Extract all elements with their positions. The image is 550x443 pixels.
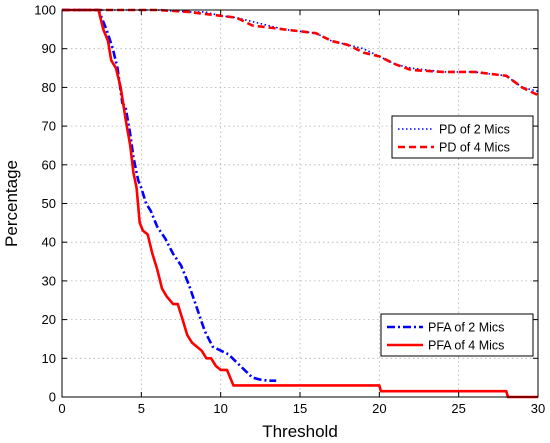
series-lines [62, 8, 539, 399]
y-tick-label: 10 [42, 351, 56, 366]
y-tick-label: 90 [42, 41, 56, 56]
legend-frame [380, 313, 534, 357]
x-axis-title: Threshold [262, 422, 338, 441]
y-tick-label: 30 [42, 273, 56, 288]
x-tick-label: 15 [293, 401, 307, 416]
y-tick-label: 50 [42, 196, 56, 211]
x-tick-label: 5 [138, 401, 145, 416]
legend-box-1: PD of 2 Mics PD of 4 Mics [391, 115, 534, 159]
y-tick-label: 40 [42, 235, 56, 250]
y-tick-label: 80 [42, 80, 56, 95]
y-tick-label: 70 [42, 119, 56, 134]
y-axis-title: Percentage [2, 160, 21, 247]
y-tick-label: 0 [49, 390, 56, 405]
legend-label: PFA of 2 Mics [428, 321, 504, 335]
series-line-pfa-of-4-mics [62, 8, 538, 399]
x-tick-label: 25 [451, 401, 465, 416]
axis-ticks: 0 5 10 15 20 25 30 0 10 20 30 40 50 60 70 80 90 100 [34, 3, 545, 417]
y-tick-label: 100 [34, 3, 56, 18]
x-tick-label: 20 [372, 401, 386, 416]
y-tick-label: 20 [42, 312, 56, 327]
legend-frame [391, 115, 534, 159]
x-tick-label: 0 [58, 401, 65, 416]
legend-label: PFA of 4 Mics [428, 339, 504, 353]
series-line-pd-of-4-mics [62, 8, 539, 97]
x-tick-label: 30 [531, 401, 545, 416]
legend-label: PD of 2 Mics [439, 123, 510, 137]
series-line-pfa-of-2-mics [62, 8, 277, 383]
y-tick-label: 60 [42, 157, 56, 172]
x-tick-label: 10 [213, 401, 227, 416]
legend-box-2: PFA of 2 Mics PFA of 4 Mics [380, 313, 534, 357]
legend-label: PD of 4 Mics [439, 141, 510, 155]
